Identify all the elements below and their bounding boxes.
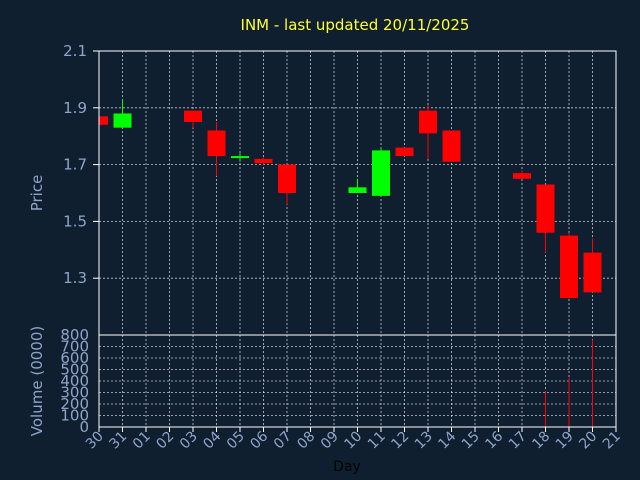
candle-body xyxy=(231,156,249,159)
volume-axis-label: Volume (0000) xyxy=(28,326,46,436)
day-x-tick-label: 12 xyxy=(388,429,412,453)
price-y-tick-label: 1.3 xyxy=(63,269,87,287)
day-x-tick-label: 21 xyxy=(600,429,624,453)
day-x-tick-label: 19 xyxy=(553,429,577,453)
price-y-ticks: 2.1 1.9 1.7 1.5 1.3 xyxy=(63,42,99,287)
candle-body xyxy=(113,113,132,128)
volume-y-tick-label: 800 xyxy=(60,326,89,344)
day-x-tick-label: 08 xyxy=(294,429,318,453)
day-x-tick-label: 02 xyxy=(153,429,177,453)
day-x-tick-label: 20 xyxy=(576,429,600,453)
volume-y-tick-label: 600 xyxy=(60,349,89,367)
day-x-tick-label: 01 xyxy=(130,429,154,453)
candle-body xyxy=(278,164,296,193)
candle-body xyxy=(536,184,555,233)
day-axis-label: Day xyxy=(333,459,361,475)
day-x-ticks: 30 31 01 02 03 04 05 06 07 08 09 10 11 12 13 14 15 16 17 18… xyxy=(83,427,624,452)
price-y-tick-label: 1.9 xyxy=(63,99,87,117)
candle-body xyxy=(207,130,226,157)
volume-y-tick-label: 0 xyxy=(79,418,89,436)
volume-y-tick-label: 500 xyxy=(60,361,89,379)
price-candles xyxy=(98,99,602,299)
candle-body xyxy=(254,158,273,164)
chart-title: INM - last updated 20/11/2025 xyxy=(241,16,470,34)
day-x-tick-label: 11 xyxy=(365,429,389,453)
day-x-tick-label: 18 xyxy=(529,429,553,453)
volume-bars xyxy=(545,339,593,427)
day-x-tick-label: 15 xyxy=(459,429,483,453)
volume-y-tick-label: 400 xyxy=(60,372,89,390)
candle-body xyxy=(99,116,108,125)
candle-body xyxy=(513,173,531,179)
candle-body xyxy=(395,147,414,157)
candle-body xyxy=(442,130,461,162)
day-x-tick-label: 31 xyxy=(106,429,130,453)
price-axis-label: Price xyxy=(28,175,46,212)
candle-body xyxy=(348,187,367,193)
candle-body xyxy=(419,110,437,134)
day-x-tick-label: 06 xyxy=(247,428,271,452)
candle-body xyxy=(184,110,202,122)
volume-y-tick-label: 300 xyxy=(60,384,89,402)
day-x-tick-label: 03 xyxy=(177,429,201,453)
day-x-tick-label: 07 xyxy=(271,429,295,453)
day-x-tick-label: 10 xyxy=(341,429,365,453)
volume-y-tick-label: 100 xyxy=(60,407,89,425)
candle-body xyxy=(583,252,602,293)
day-x-tick-label: 09 xyxy=(318,429,342,453)
day-x-tick-label: 04 xyxy=(200,428,224,452)
price-y-tick-label: 1.5 xyxy=(63,212,87,230)
price-y-tick-label: 1.7 xyxy=(63,156,87,174)
day-x-tick-label: 13 xyxy=(412,429,436,453)
day-x-tick-label: 17 xyxy=(506,429,530,453)
day-x-tick-label: 14 xyxy=(435,428,459,452)
day-x-tick-label: 05 xyxy=(224,429,248,453)
price-y-tick-label: 2.1 xyxy=(63,42,87,60)
candle-body xyxy=(560,235,578,299)
volume-y-tick-label: 200 xyxy=(60,395,89,413)
day-x-tick-label: 16 xyxy=(482,428,506,452)
candle-body xyxy=(372,150,390,196)
volume-y-tick-label: 700 xyxy=(60,338,89,356)
volume-grid xyxy=(99,335,616,427)
